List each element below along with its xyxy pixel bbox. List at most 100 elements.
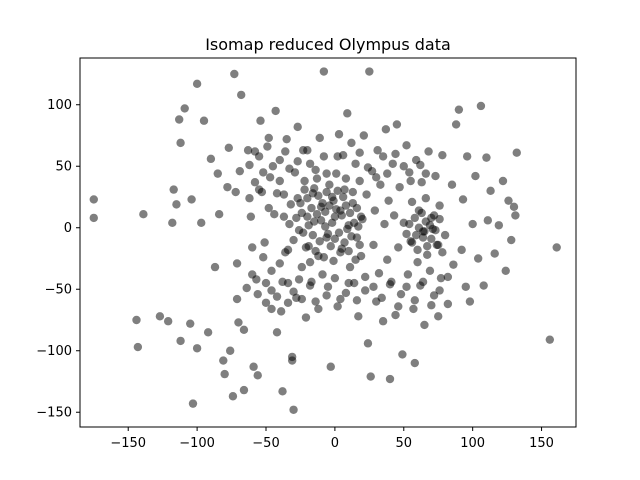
scatter-point: [326, 362, 335, 371]
scatter-point: [359, 131, 369, 140]
scatter-point: [374, 269, 384, 278]
scatter-point: [370, 206, 380, 215]
scatter-point: [344, 278, 353, 288]
scatter-point: [206, 154, 216, 164]
scatter-point: [254, 185, 264, 194]
scatter-point: [507, 235, 516, 245]
scatter-point: [461, 282, 470, 291]
plot-area-frame: [79, 57, 577, 428]
scatter-point: [245, 194, 254, 203]
scatter-point: [333, 152, 342, 161]
scatter-point: [132, 315, 141, 325]
scatter-point: [423, 241, 432, 251]
scatter-point: [396, 289, 406, 299]
scatter-point: [336, 248, 345, 257]
scatter-point: [409, 304, 418, 314]
scatter-point: [283, 298, 293, 307]
scatter-point: [447, 180, 457, 189]
scatter-point: [310, 184, 319, 193]
scatter-point: [355, 176, 364, 186]
scatter-point: [259, 253, 268, 262]
scatter-point: [303, 146, 312, 155]
scatter-point: [405, 219, 414, 229]
scatter-point: [403, 270, 413, 279]
scatter-point: [267, 304, 276, 314]
scatter-point: [172, 200, 181, 209]
scatter-point: [362, 190, 371, 199]
scatter-point: [361, 272, 370, 282]
scatter-point: [319, 253, 329, 262]
scatter-point: [272, 189, 282, 198]
scatter-point: [242, 283, 251, 293]
scatter-point: [293, 157, 302, 166]
scatter-point: [261, 278, 271, 288]
scatter-point: [352, 203, 362, 213]
scatter-point: [427, 301, 436, 310]
scatter-point: [512, 148, 521, 157]
scatter-point: [443, 299, 453, 309]
scatter-point: [297, 294, 307, 304]
scatter-point: [214, 210, 224, 219]
scatter-point: [511, 211, 520, 220]
scatter-point: [351, 255, 360, 264]
scatter-point: [275, 259, 284, 268]
scatter-point: [468, 219, 477, 229]
scatter-point: [376, 180, 385, 189]
scatter-point: [270, 210, 279, 219]
scatter-point: [267, 286, 276, 295]
scatter-point: [219, 356, 228, 365]
scatter-point: [293, 194, 302, 203]
scatter-point: [348, 187, 357, 197]
scatter-point: [421, 194, 431, 203]
scatter-point: [305, 257, 315, 267]
scatter-point: [188, 399, 198, 408]
scatter-point: [407, 197, 417, 207]
scatter-point: [272, 292, 282, 301]
scatter-point: [501, 266, 510, 275]
scatter-point: [380, 219, 389, 229]
scatter-point: [424, 147, 433, 156]
scatter-point: [312, 210, 322, 219]
scatter-point: [410, 358, 419, 368]
scatter-point: [458, 195, 468, 204]
x-tick-label: 150: [529, 436, 554, 451]
scatter-point: [340, 238, 349, 247]
y-axis-ticks: −150 −100 −50 0 50 100: [36, 98, 80, 421]
scatter-point: [279, 190, 289, 199]
scatter-point: [249, 362, 258, 371]
scatter-point: [434, 240, 443, 250]
scatter-point: [354, 312, 363, 321]
scatter-point: [366, 372, 375, 381]
scatter-point: [378, 317, 388, 326]
scatter-point: [465, 297, 475, 306]
scatter-point: [545, 335, 555, 344]
scatter-point: [391, 149, 400, 159]
scatter-point: [402, 141, 411, 150]
scatter-point: [498, 176, 508, 186]
scatter-point: [318, 270, 327, 279]
scatter-point: [246, 212, 256, 221]
scatter-point: [383, 255, 392, 264]
scatter-point: [300, 176, 309, 186]
scatter-point: [232, 294, 242, 304]
scatter-point: [314, 191, 323, 200]
scatter-point: [231, 187, 240, 197]
scatter-point: [343, 224, 352, 234]
scatter-point: [234, 318, 243, 327]
scatter-point: [420, 227, 429, 236]
scatter-point: [305, 281, 315, 290]
scatter-point: [297, 208, 307, 218]
scatter-point: [272, 328, 282, 337]
scatter-point: [395, 182, 404, 192]
scatter-point: [192, 79, 202, 89]
y-tick-label: −150: [36, 406, 72, 421]
scatter-point: [330, 273, 340, 283]
scatter-point: [303, 194, 312, 203]
scatter-point: [410, 213, 419, 223]
scatter-point: [311, 297, 320, 306]
scatter-point: [287, 352, 297, 362]
scatter-point: [416, 160, 425, 170]
scatter-point: [373, 146, 382, 155]
scatter-point: [394, 302, 403, 311]
